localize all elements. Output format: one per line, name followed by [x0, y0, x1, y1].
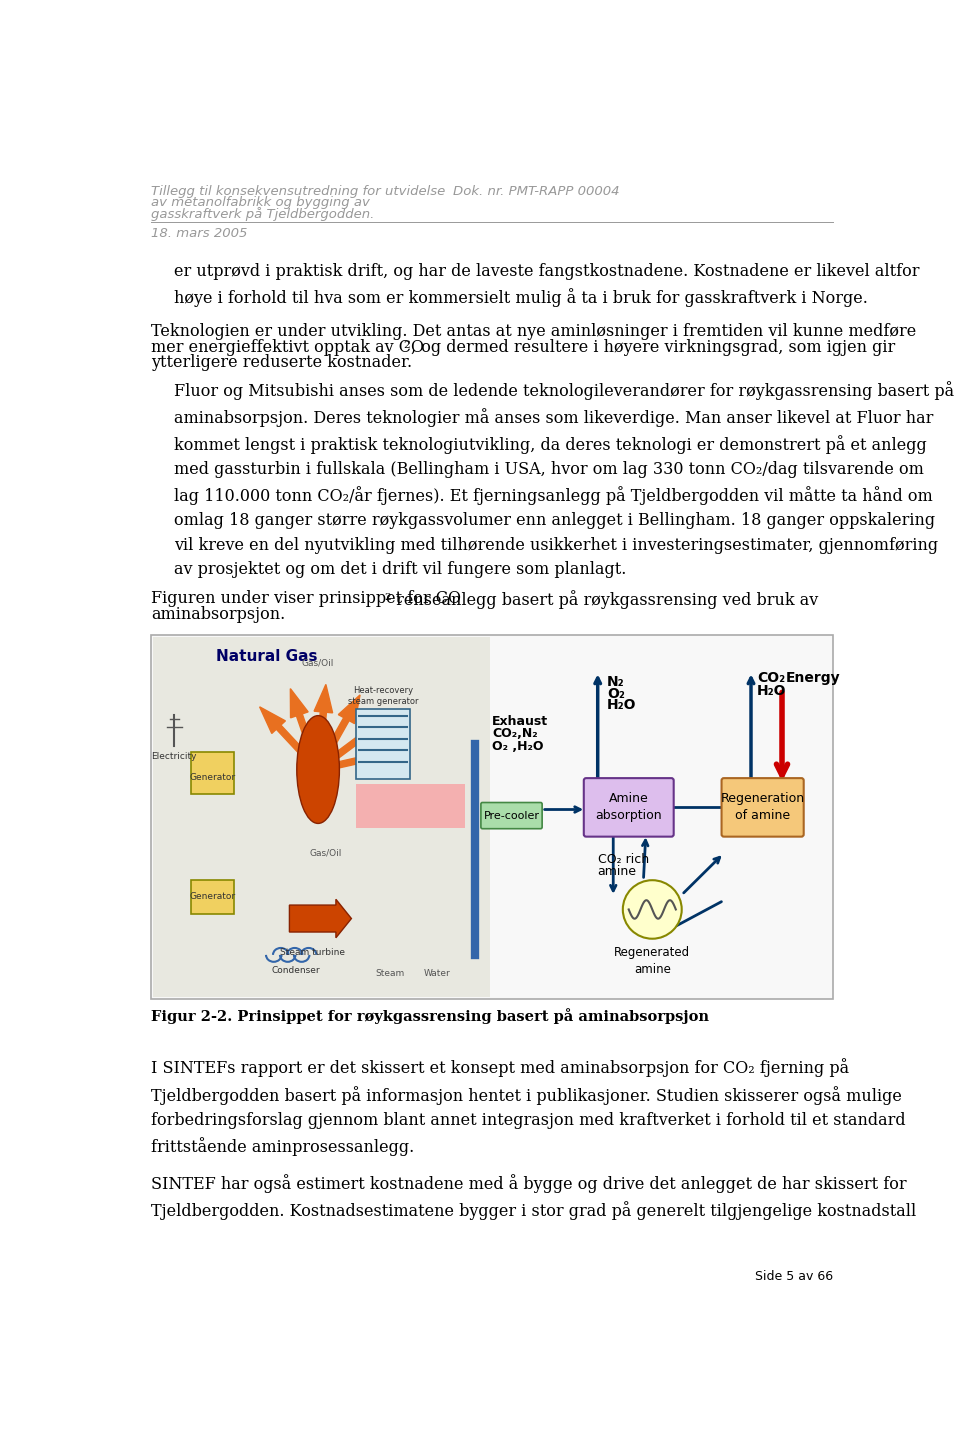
Text: Side 5 av 66: Side 5 av 66 — [755, 1270, 833, 1283]
Text: Regenerated
amine: Regenerated amine — [614, 946, 690, 976]
FancyArrow shape — [314, 684, 332, 770]
Text: Gas/Oil: Gas/Oil — [301, 658, 334, 668]
Text: O₂ ,H₂O: O₂ ,H₂O — [492, 739, 543, 752]
Text: 2: 2 — [384, 592, 391, 602]
Text: Steam turbine: Steam turbine — [280, 947, 346, 957]
Text: Tillegg til konsekvensutredning for utvidelse: Tillegg til konsekvensutredning for utvi… — [151, 185, 445, 198]
FancyBboxPatch shape — [722, 778, 804, 837]
Bar — [151, 634, 833, 998]
Text: I SINTEFs rapport er det skissert et konsept med aminabsorpsjon for CO₂ fjerning: I SINTEFs rapport er det skissert et kon… — [151, 1059, 905, 1155]
FancyArrow shape — [259, 707, 321, 771]
Text: 2: 2 — [403, 340, 410, 349]
Text: CO₂: CO₂ — [757, 671, 785, 685]
FancyBboxPatch shape — [584, 778, 674, 837]
Text: N₂: N₂ — [607, 675, 625, 690]
Text: er utprøvd i praktisk drift, og har de laveste fangstkostnadene. Kostnadene er l: er utprøvd i praktisk drift, og har de l… — [175, 263, 920, 307]
Text: Generator: Generator — [189, 892, 235, 901]
Text: Figuren under viser prinsippet for CO: Figuren under viser prinsippet for CO — [151, 591, 461, 607]
Text: Pre-cooler: Pre-cooler — [484, 810, 540, 821]
Circle shape — [623, 880, 682, 938]
Text: aminabsorpsjon.: aminabsorpsjon. — [151, 605, 285, 623]
Bar — [153, 637, 491, 997]
Text: av metanolfabrikk og bygging av: av metanolfabrikk og bygging av — [151, 196, 370, 210]
Text: Condenser: Condenser — [271, 966, 320, 975]
Text: Water: Water — [424, 969, 451, 978]
Text: O₂: O₂ — [607, 687, 625, 701]
FancyArrow shape — [316, 695, 360, 771]
Text: SINTEF har også estimert kostnadene med å bygge og drive det anlegget de har ski: SINTEF har også estimert kostnadene med … — [151, 1174, 916, 1221]
Text: Dok. nr. PMT-RAPP 00004: Dok. nr. PMT-RAPP 00004 — [453, 185, 620, 198]
Text: Amine
absorption: Amine absorption — [595, 793, 662, 822]
FancyArrow shape — [289, 899, 351, 938]
Text: Electricity: Electricity — [152, 752, 197, 761]
Text: , og dermed resultere i høyere virkningsgrad, som igjen gir: , og dermed resultere i høyere virknings… — [411, 339, 895, 355]
Text: Gas/Oil: Gas/Oil — [310, 848, 342, 857]
FancyArrow shape — [316, 719, 387, 773]
Text: H₂O: H₂O — [607, 698, 636, 713]
Bar — [191, 880, 234, 914]
Text: CO₂ rich: CO₂ rich — [598, 853, 649, 866]
Text: gasskraftverk på Tjeldbergodden.: gasskraftverk på Tjeldbergodden. — [151, 207, 374, 221]
Text: 18. mars 2005: 18. mars 2005 — [151, 227, 248, 240]
Text: Fluor og Mitsubishi anses som de ledende teknologileverandører for røykgassrensi: Fluor og Mitsubishi anses som de ledende… — [175, 381, 954, 578]
Text: renseanlegg basert på røykgassrensing ved bruk av: renseanlegg basert på røykgassrensing ve… — [392, 591, 819, 610]
Text: Teknologien er under utvikling. Det antas at nye aminløsninger i fremtiden vil k: Teknologien er under utvikling. Det anta… — [151, 323, 916, 340]
Text: ytterligere reduserte kostnader.: ytterligere reduserte kostnader. — [151, 354, 412, 371]
FancyArrow shape — [290, 688, 321, 771]
Text: Regeneration
of amine: Regeneration of amine — [721, 793, 804, 822]
Text: Exhaust: Exhaust — [492, 714, 548, 728]
Bar — [355, 784, 465, 828]
Text: H₂O: H₂O — [757, 684, 786, 698]
Text: Generator: Generator — [189, 773, 235, 781]
Bar — [356, 710, 410, 778]
Text: amine: amine — [598, 866, 636, 879]
Text: Steam: Steam — [375, 969, 404, 978]
Bar — [191, 752, 234, 794]
Text: Figur 2-2. Prinsippet for røykgassrensing basert på aminabsorpsjon: Figur 2-2. Prinsippet for røykgassrensin… — [151, 1008, 709, 1024]
Ellipse shape — [297, 716, 340, 824]
FancyBboxPatch shape — [481, 803, 542, 829]
Text: Heat-recovery
steam generator: Heat-recovery steam generator — [348, 687, 419, 706]
Text: CO₂,N₂: CO₂,N₂ — [492, 728, 538, 741]
FancyArrow shape — [318, 748, 402, 773]
Text: Natural Gas: Natural Gas — [216, 649, 318, 663]
Text: Energy: Energy — [786, 671, 841, 685]
Text: mer energieffektivt opptak av CO: mer energieffektivt opptak av CO — [151, 339, 424, 355]
